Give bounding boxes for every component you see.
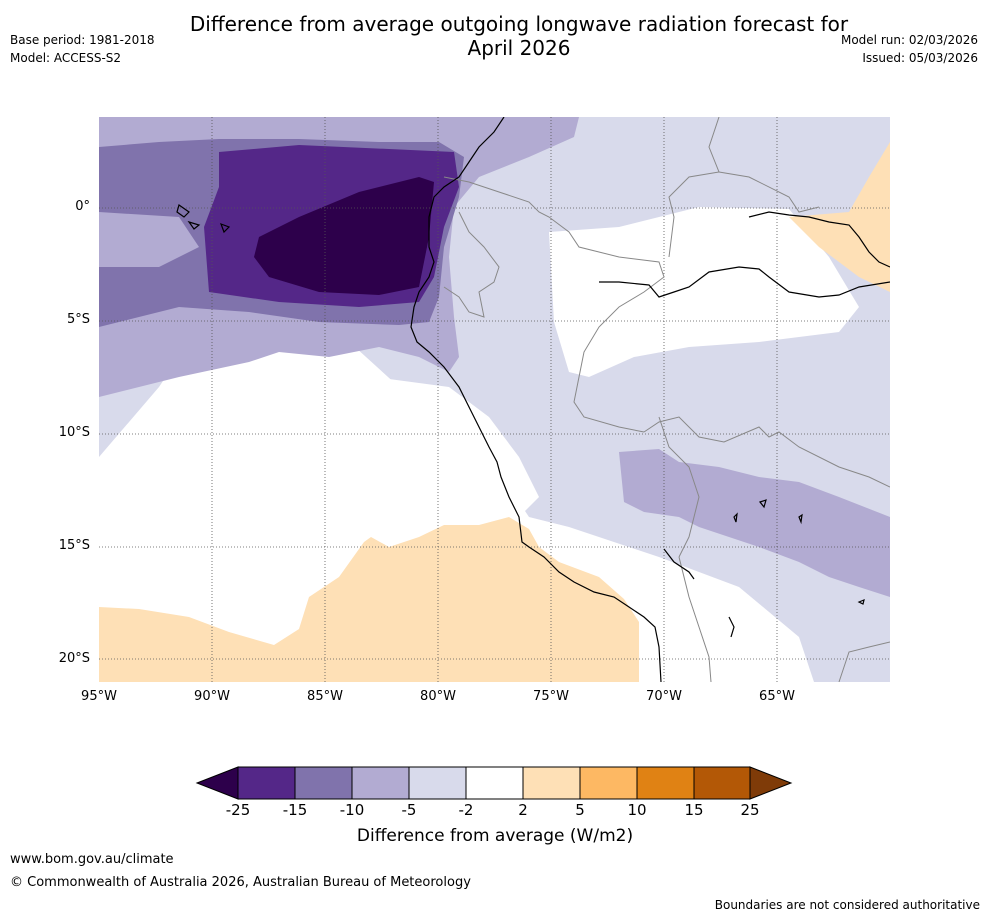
lon-label-85w: 85°W <box>307 689 343 704</box>
graticule <box>99 117 890 682</box>
colorbar <box>195 766 793 800</box>
colorbar-bin <box>636 766 695 800</box>
copyright-notice: © Commonwealth of Australia 2026, Austra… <box>10 875 471 890</box>
model-name: Model: ACCESS-S2 <box>10 51 122 65</box>
colorbar-tick: 15 <box>684 801 704 819</box>
title-line-1: Difference from average outgoing longwav… <box>189 12 849 36</box>
colorbar-tick: -5 <box>401 801 417 819</box>
lon-label-70w: 70°W <box>646 689 682 704</box>
colorbar-tick: 25 <box>740 801 760 819</box>
model-run: Model run: 02/03/2026 <box>840 33 978 47</box>
meta-left: Base period: 1981-2018 Model: ACCESS-S2 <box>10 31 155 67</box>
anomaly-region-m10-m5-east <box>619 449 890 597</box>
lon-label-90w: 90°W <box>194 689 230 704</box>
issued-date: Issued: 05/03/2026 <box>862 51 978 65</box>
colorbar-bin <box>465 766 524 800</box>
colorbar-tick: 2 <box>518 801 528 819</box>
colorbar-low-extend <box>195 766 239 800</box>
lat-label-15s: 15°S <box>58 538 90 553</box>
colorbar-tick: -2 <box>458 801 474 819</box>
colorbar-bin <box>237 766 296 800</box>
colorbar-bin <box>294 766 353 800</box>
base-period: Base period: 1981-2018 <box>10 33 155 47</box>
website-link[interactable]: www.bom.gov.au/climate <box>10 852 174 867</box>
boundaries-disclaimer: Boundaries are not considered authoritat… <box>714 898 980 912</box>
anomaly-region-p2-p5-southeast-pacific <box>99 517 639 682</box>
lon-label-75w: 75°W <box>533 689 569 704</box>
lat-label-0: 0° <box>75 199 90 214</box>
lon-label-95w: 95°W <box>81 689 117 704</box>
colorbar-tick: -25 <box>225 801 251 819</box>
title-line-2: April 2026 <box>467 36 571 60</box>
anomaly-region-neutral-amazon <box>549 207 859 377</box>
coastlines <box>176 117 890 682</box>
colorbar-bin <box>351 766 410 800</box>
anomaly-region-neutral-pacific <box>99 379 539 607</box>
colorbar-bin <box>693 766 751 800</box>
lat-label-10s: 10°S <box>58 425 90 440</box>
meta-right: Model run: 02/03/2026 Issued: 05/03/2026 <box>841 31 978 67</box>
anomaly-region-lt-m25 <box>254 177 434 295</box>
lat-label-20s: 20°S <box>58 651 90 666</box>
lon-label-80w: 80°W <box>420 689 456 704</box>
country-boundaries <box>443 117 890 682</box>
colorbar-tick: 10 <box>627 801 647 819</box>
colorbar-bin <box>522 766 581 800</box>
colorbar-label: Difference from average (W/m2) <box>356 826 634 846</box>
olr-anomaly-map <box>99 117 890 682</box>
anomaly-region-p2-p5-northeast <box>789 142 890 292</box>
chart-title: Difference from average outgoing longwav… <box>160 12 878 60</box>
colorbar-high-extend <box>749 766 793 800</box>
colorbar-tick: 5 <box>575 801 585 819</box>
colorbar-bin <box>408 766 467 800</box>
lat-label-5s: 5°S <box>66 312 90 327</box>
lon-label-65w: 65°W <box>759 689 795 704</box>
colorbar-tick: -10 <box>339 801 365 819</box>
colorbar-bin <box>579 766 638 800</box>
colorbar-tick: -15 <box>282 801 308 819</box>
